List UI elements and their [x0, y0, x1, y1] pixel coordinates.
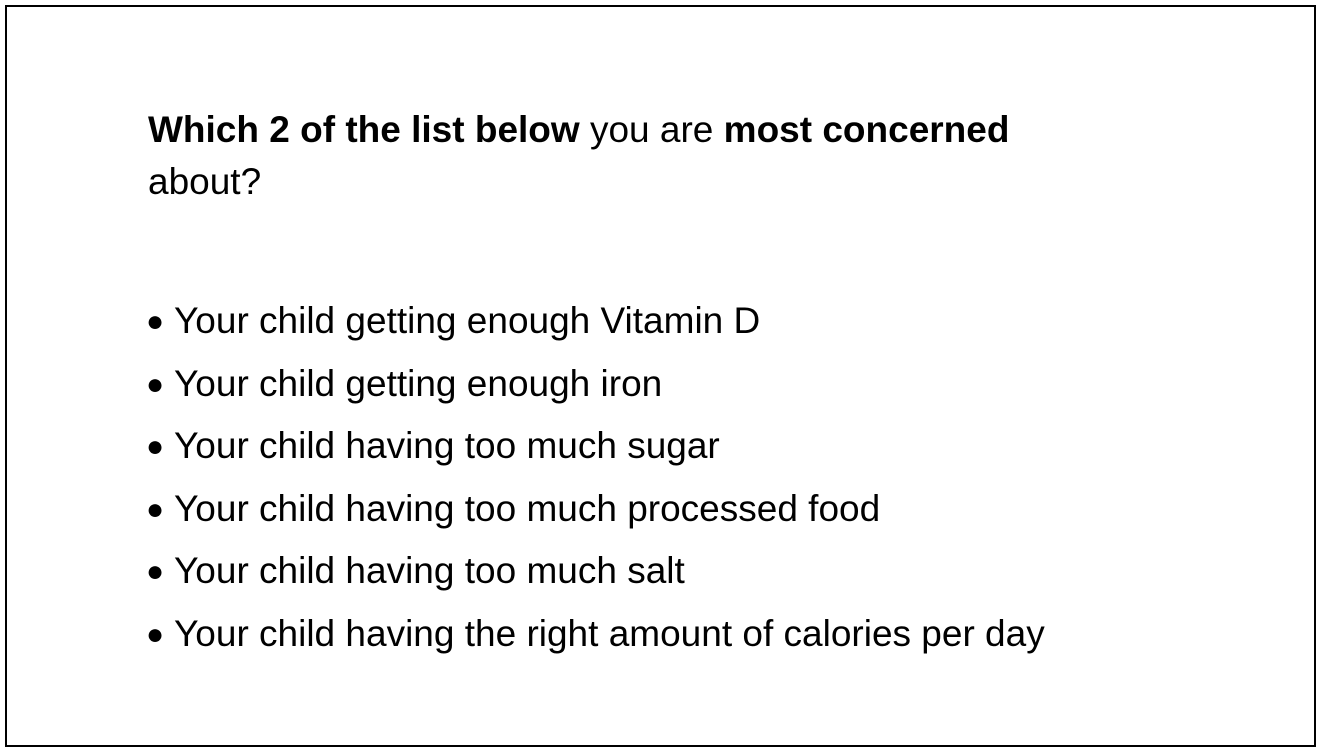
option-label: Your child having the right amount of ca…	[174, 612, 1045, 654]
option-label: Your child having too much processed foo…	[174, 487, 881, 529]
bullet-icon: ●	[146, 617, 165, 651]
bullet-icon: ●	[146, 367, 165, 401]
bullet-icon: ●	[146, 305, 165, 338]
option-label: Your child getting enough iron	[174, 362, 663, 404]
slide-frame	[5, 5, 1316, 747]
list-item: ● Your child getting enough Vitamin D	[146, 290, 1045, 353]
bullet-icon: ●	[146, 492, 165, 526]
option-label: Your child having too much salt	[174, 550, 685, 592]
question-bold-1: Which 2 of the list below	[148, 109, 580, 150]
question-bold-2: most concerned	[723, 109, 1010, 150]
list-item: ● Your child having too much processed fo…	[146, 478, 1045, 541]
bullet-icon: ●	[146, 430, 165, 464]
list-item: ● Your child having too much salt	[146, 540, 1045, 603]
list-item: ● Your child getting enough iron	[146, 353, 1045, 416]
list-item: ● Your child having the right amount of c…	[146, 603, 1045, 666]
options-list: ● Your child getting enough Vitamin D ● Yo…	[146, 290, 1045, 666]
question-normal-2: about?	[148, 161, 262, 202]
question-normal-1: you are	[579, 109, 724, 150]
bullet-icon: ●	[146, 555, 165, 589]
list-item: ● Your child having too much sugar	[146, 415, 1045, 478]
question-text: Which 2 of the list below you are most c…	[148, 104, 1248, 208]
option-label: Your child getting enough Vitamin D	[174, 300, 761, 341]
option-label: Your child having too much sugar	[174, 425, 720, 467]
